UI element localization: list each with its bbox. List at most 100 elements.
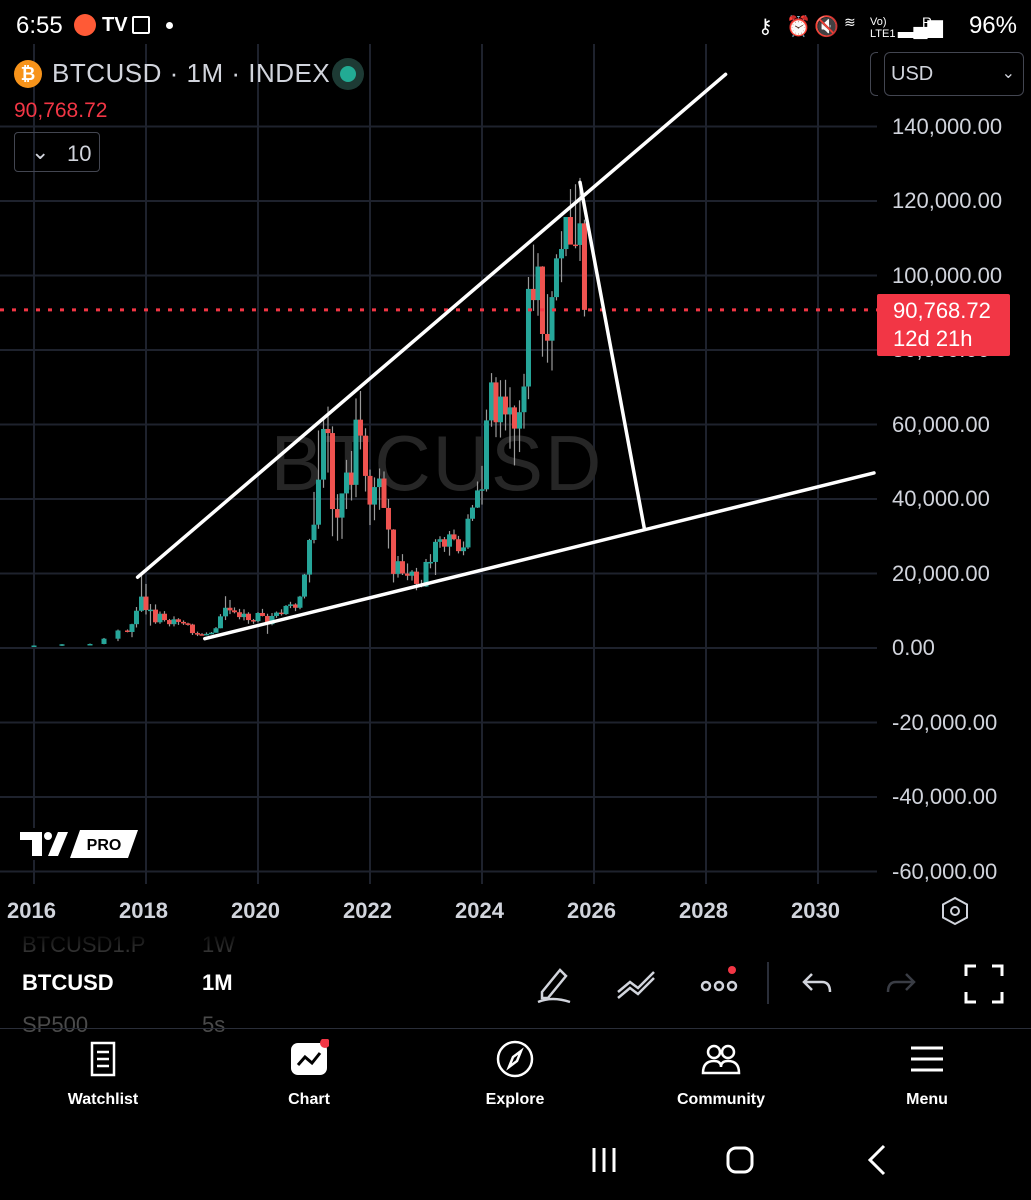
candle [567,189,573,245]
candle [287,601,293,609]
candle [181,620,187,625]
candle [329,426,335,537]
trendlines[interactable] [135,72,876,641]
candle-body [171,619,177,625]
candle-body [31,645,37,648]
nav-community[interactable]: Community [618,1029,824,1129]
chart-settings-hexagon-icon[interactable] [940,896,970,926]
candle [521,373,527,429]
candle-body [339,493,345,518]
candle-body [255,612,261,622]
candle-body [461,547,467,552]
candle-body [371,487,377,505]
nav-watchlist[interactable]: Watchlist [0,1029,206,1129]
symbol-list-resolution[interactable]: 5s [202,1012,226,1037]
candle [511,405,517,466]
candle [525,276,531,400]
nav-chart[interactable]: Chart [206,1029,412,1129]
candle-body [231,610,237,613]
candle-body [441,539,447,547]
more-tools-icon[interactable] [698,962,742,1006]
candle [427,554,433,569]
candle-body [269,615,275,625]
candle [343,459,349,510]
home-icon[interactable] [720,1140,760,1180]
candle-body [223,607,229,617]
candle-body [511,407,517,429]
currency-select[interactable]: USD ⌄ [884,52,1024,96]
symbol-title[interactable]: BTCUSD · 1M · INDEX [52,58,331,88]
undo-icon[interactable] [796,962,840,1006]
candle [391,529,397,583]
chevron-down-icon: ⌄ [31,139,50,164]
candle [353,398,359,498]
symbol-list-item[interactable]: SP500 [22,1012,89,1037]
candle-body [427,561,433,564]
market-status-indicator[interactable] [332,58,364,90]
candle [273,611,279,618]
nav-explore[interactable]: Explore [412,1029,618,1129]
candle [517,400,523,453]
trendline-lower[interactable] [203,471,876,641]
candle-body [423,561,429,587]
candle-body [329,433,335,510]
redo-icon[interactable] [878,962,922,1006]
bar-countdown: 12d 21h [893,326,973,351]
candle-body [283,605,289,615]
price-axis-label: 20,000.00 [892,560,990,586]
price-axis-label: 100,000.00 [892,262,1003,288]
candle-body [259,612,265,616]
nav-menu[interactable]: Menu [824,1029,1030,1129]
time-axis-label: 2020 [231,898,280,923]
back-icon[interactable] [858,1140,898,1180]
candle [217,614,223,629]
price-chart[interactable]: BTCUSD [0,44,877,884]
candle [213,627,219,633]
candle-body [227,607,233,611]
previous-dropdown-edge[interactable] [870,52,878,96]
candle [573,184,579,249]
candle-body [343,472,349,494]
trendline-projection[interactable] [578,180,647,531]
indicators-toggle-button[interactable]: ⌄ 10 [14,132,100,172]
price-axis-label: -40,000.00 [892,784,998,809]
toolbar-divider [767,962,769,1004]
candle [357,390,363,450]
symbol-list-item-active[interactable]: BTCUSD [22,970,114,995]
time-axis-label: 2022 [343,898,392,923]
candle-body [545,333,551,341]
candle-body [399,561,405,574]
recent-apps-icon[interactable] [584,1140,624,1180]
pencil-icon[interactable] [532,962,576,1006]
candle [545,294,551,363]
candle-body [325,428,331,434]
candle-body [433,541,439,562]
fullscreen-icon[interactable] [962,962,1006,1006]
candle [251,618,257,624]
candle-body [167,620,173,625]
candle [171,616,177,627]
candle-body [521,386,527,413]
candle [293,603,299,612]
candle-body [479,489,485,491]
candle-body [307,539,313,575]
candle-body [381,478,387,508]
candle [469,504,475,521]
candle-body [297,596,303,608]
candle [209,631,215,635]
candle [139,574,145,612]
candle [325,406,331,473]
candle-body [287,604,293,606]
candle [143,583,149,615]
time-axis-label: 2026 [567,898,616,923]
trend-lines-icon[interactable] [614,962,658,1006]
time-axis-label: 2030 [791,898,840,923]
candle [227,599,233,615]
candle [199,633,205,636]
trendline-upper[interactable] [135,72,728,579]
candle [549,291,555,371]
candle-body [335,509,341,518]
symbol-list-resolution-active[interactable]: 1M [202,970,233,995]
price-axis-label: -20,000.00 [892,709,998,735]
candle [223,596,229,621]
